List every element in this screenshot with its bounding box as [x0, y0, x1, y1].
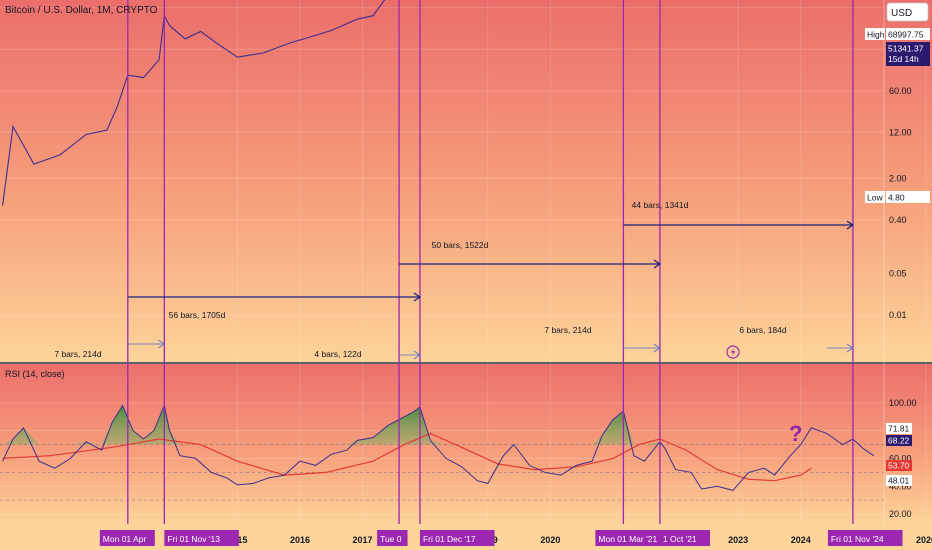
price-tick-label: 0.01 [889, 310, 907, 320]
measure-label: 44 bars, 1341d [632, 200, 689, 210]
measure-arrow-head [846, 343, 854, 353]
price-tick-label: 2.00 [889, 174, 907, 184]
time-marker-label-bg [164, 530, 239, 546]
rsi-tick-label: 60.00 [889, 453, 912, 463]
time-marker-label-bg [659, 530, 711, 546]
price-series [2, 0, 386, 206]
currency-button[interactable]: USD [886, 2, 929, 22]
low-label: Low [867, 193, 883, 203]
price-line [2, 0, 386, 206]
measure-arrow-head [653, 259, 662, 269]
current-price-value: 51341.37 [888, 44, 924, 54]
measure-label: 7 bars, 214d [544, 325, 592, 335]
measure-label: 50 bars, 1522d [432, 240, 489, 250]
currency-button-label: USD [891, 8, 912, 19]
time-marker-label: Fri 01 Dec '17 [423, 534, 476, 544]
vertical-markers[interactable] [127, 0, 854, 524]
high-label: High [867, 30, 885, 40]
time-tick-label: 2020 [540, 535, 560, 545]
rsi-badges: 71.81 68.22 53.70 48.01 [886, 423, 912, 486]
rsi-title: RSI (14, close) [5, 369, 65, 379]
time-marker-label: Fri 01 Nov '24 [831, 534, 884, 544]
high-badge: High 68997.75 [865, 28, 930, 40]
price-tick-label: 0.40 [889, 215, 907, 225]
low-value: 4.80 [888, 193, 905, 203]
question-mark: ? [789, 421, 802, 446]
measure-arrow-head [413, 292, 422, 302]
measurement-arrows[interactable]: 56 bars, 1705d 50 bars, 1522d 44 bars, 134… [54, 200, 855, 360]
time-axis-markers: Mon 01 Apr Fri 01 Nov '13 Tue 0 Fri 01 Dec … [99, 530, 903, 546]
time-tick-label: 2023 [728, 535, 748, 545]
bar-countdown: 15d 14h [888, 54, 919, 64]
time-marker-label-bg [419, 530, 495, 546]
current-price-badge: 51341.37 15d 14h [886, 42, 930, 66]
time-marker-label: 1 Oct '21 [663, 534, 697, 544]
time-marker-label-bg [595, 530, 670, 546]
time-marker-label-bg [377, 530, 408, 546]
measure-arrow-head [158, 339, 166, 349]
time-tick-label: 2017 [353, 535, 373, 545]
lightning-icon[interactable] [726, 345, 740, 359]
rsi-line [2, 403, 875, 491]
price-grid [0, 0, 926, 524]
rsi-tick-label: 40.00 [889, 481, 912, 491]
price-tick-label: 60.00 [889, 86, 912, 96]
time-tick-label: 2024 [791, 535, 811, 545]
rsi-ma-line [2, 432, 812, 482]
low-badge: Low 4.80 [865, 191, 930, 203]
rsi-badge-4: 48.01 [888, 476, 910, 486]
rsi-grid [0, 402, 884, 515]
time-marker-label: Tue 0 [380, 534, 402, 544]
measure-arrow-head [653, 343, 661, 353]
measure-label: 4 bars, 122d [314, 349, 362, 359]
time-marker-label-bg [827, 530, 903, 546]
time-tick-label: 2026 [916, 535, 932, 545]
price-tick-label: 0.05 [889, 269, 907, 279]
time-tick-label: 2016 [290, 535, 310, 545]
measure-label: 56 bars, 1705d [169, 310, 226, 320]
price-panel-background [0, 0, 932, 362]
rsi-tick-label: 20.00 [889, 509, 912, 519]
rsi-badge-1: 71.81 [888, 424, 910, 434]
time-marker-label: Mon 01 Apr [103, 534, 147, 544]
rsi-badge-3: 53.70 [888, 461, 910, 471]
time-marker-label: Mon 01 Mar '21 [598, 534, 657, 544]
measure-label: 7 bars, 214d [54, 349, 102, 359]
rsi-badge-2: 68.22 [888, 436, 910, 446]
measure-arrow-head [846, 220, 855, 230]
price-tick-label: 12.00 [889, 127, 912, 137]
time-marker-label: Fri 01 Nov '13 [167, 534, 220, 544]
time-marker-label-bg [99, 530, 155, 546]
measure-label: 6 bars, 184d [739, 325, 787, 335]
rsi-tick-label: 100.00 [889, 398, 917, 408]
rsi-lines [2, 403, 875, 491]
measure-arrow-head [413, 350, 421, 360]
high-value: 68997.75 [888, 30, 924, 40]
symbol-title: Bitcoin / U.S. Dollar, 1M, CRYPTO [5, 5, 158, 16]
